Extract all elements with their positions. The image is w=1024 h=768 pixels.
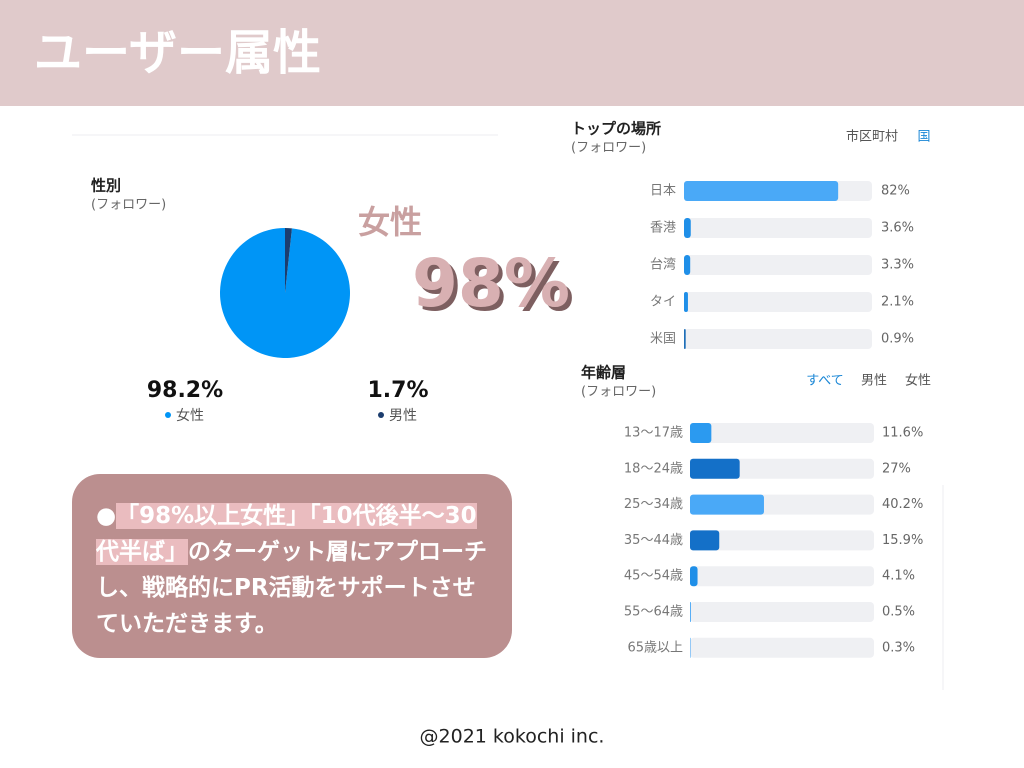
category-label: 13〜17歳 (624, 426, 683, 441)
tab[interactable]: 男性 (861, 374, 887, 389)
category-label: 35〜44歳 (624, 533, 683, 548)
value-label: 3.6% (881, 221, 914, 236)
bar (690, 494, 764, 515)
value-label: 0.3% (882, 640, 915, 655)
value-label: 15.9% (882, 533, 923, 548)
legend-label: 女性 (176, 408, 204, 424)
category-label: 香港 (650, 221, 676, 236)
bar (684, 255, 691, 275)
bar (690, 566, 698, 587)
chart-subtitle: (フォロワー) (581, 385, 656, 400)
bar (684, 218, 691, 238)
pie-value-label: 98.2% (147, 378, 223, 403)
tab[interactable]: 国 (917, 130, 930, 145)
value-label: 27% (882, 461, 911, 476)
header-title: ユーザー属性 (34, 25, 321, 81)
tab[interactable]: すべて (806, 374, 844, 389)
category-label: 米国 (650, 332, 676, 347)
bar (690, 458, 740, 479)
bar-track (690, 566, 874, 587)
bar (690, 530, 720, 551)
legend-label: 男性 (389, 408, 417, 424)
chart-subtitle: (フォロワー) (91, 198, 166, 213)
legend-dot (378, 412, 384, 418)
chart-title: トップの場所 (571, 120, 661, 138)
headline-value: 98% (412, 245, 570, 322)
bar (690, 602, 691, 622)
chart-title: 年齢層 (581, 364, 626, 382)
bar-track (684, 255, 872, 275)
bar (684, 181, 839, 201)
chart-subtitle: (フォロワー) (571, 141, 646, 156)
value-label: 0.9% (881, 332, 914, 347)
category-label: 65歳以上 (627, 640, 683, 655)
bar (690, 423, 712, 443)
category-label: 45〜54歳 (624, 569, 683, 584)
value-label: 11.6% (882, 426, 923, 441)
category-label: 18〜24歳 (624, 461, 683, 476)
callout-text: のターゲット層にアプローチし、戦略的にPR活動をサポートさせていただきます。 (96, 539, 487, 637)
value-label: 40.2% (882, 497, 923, 512)
category-label: 日本 (650, 184, 676, 199)
legend-dot (165, 412, 171, 418)
pie-value-label: 1.7% (367, 378, 428, 403)
category-label: タイ (650, 295, 676, 310)
header-band (0, 0, 1024, 106)
value-label: 0.5% (882, 605, 915, 620)
bar (690, 637, 691, 658)
bar-track (684, 329, 872, 349)
headline-label: 女性 (358, 203, 422, 241)
bar (684, 329, 686, 349)
value-label: 2.1% (881, 295, 914, 310)
callout-bullet: ● (96, 503, 117, 529)
bar-track (684, 292, 872, 312)
bar-track (684, 218, 872, 238)
bar-track (690, 530, 874, 551)
category-label: 台湾 (650, 257, 676, 273)
tab[interactable]: 市区町村 (846, 130, 898, 145)
tab[interactable]: 女性 (905, 374, 931, 389)
value-label: 82% (881, 184, 910, 199)
bar-track (690, 637, 874, 658)
category-label: 25〜34歳 (624, 497, 683, 512)
callout: ●「98%以上女性」「10代後半〜30代半ば」のターゲット層にアプローチし、戦略… (72, 474, 512, 658)
pie-slice (285, 228, 292, 293)
category-label: 55〜64歳 (624, 605, 683, 620)
footer: @2021 kokochi inc. (420, 726, 605, 748)
value-label: 3.3% (881, 258, 914, 273)
bar-track (690, 423, 874, 443)
bar-track (690, 602, 874, 622)
bar (684, 292, 688, 312)
headline-shadow: 98% (416, 249, 574, 326)
value-label: 4.1% (882, 569, 915, 584)
chart-title: 性別 (91, 177, 121, 195)
